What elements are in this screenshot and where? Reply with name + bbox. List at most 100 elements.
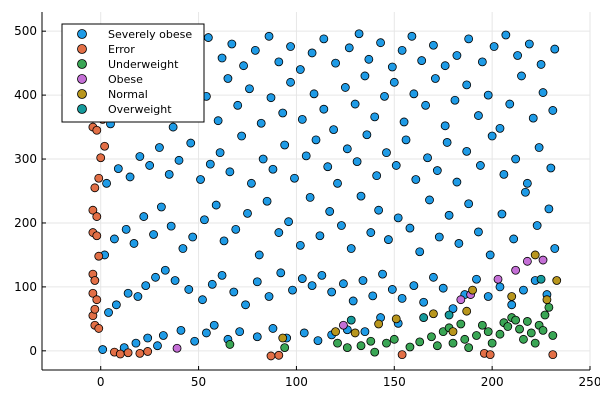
- scatter-point: [143, 347, 153, 356]
- scatter-point: [319, 104, 329, 114]
- scatter-point: [530, 338, 540, 348]
- scatter-point: [297, 274, 307, 283]
- scatter-point: [374, 205, 384, 215]
- scatter-point: [227, 39, 237, 49]
- scatter-point: [368, 291, 378, 301]
- scatter-point: [156, 202, 166, 212]
- scatter-point: [384, 235, 393, 244]
- scatter-point: [252, 277, 262, 287]
- scatter-point: [158, 331, 168, 340]
- scatter-point: [200, 215, 209, 225]
- scatter-point: [534, 143, 544, 152]
- scatter-point: [338, 279, 348, 289]
- scatter-point: [505, 99, 515, 109]
- scatter-point: [133, 292, 143, 301]
- scatter-point: [342, 144, 352, 154]
- scatter-point: [317, 270, 327, 280]
- scatter-point: [288, 285, 297, 295]
- scatter-point: [201, 328, 211, 338]
- scatter-point: [178, 244, 188, 253]
- scatter-point: [92, 295, 102, 305]
- scatter-point: [552, 276, 562, 285]
- scatter-point: [507, 292, 517, 301]
- scatter-point: [123, 288, 133, 298]
- scatter-point: [405, 223, 415, 233]
- scatter-point: [346, 315, 356, 325]
- scatter-point: [475, 161, 485, 170]
- scatter-point: [333, 178, 342, 188]
- scatter-point: [331, 58, 340, 68]
- scatter-point: [362, 130, 372, 140]
- legend-marker: [77, 74, 87, 84]
- scatter-point: [501, 30, 511, 40]
- scatter-point: [274, 228, 284, 237]
- x-tick-label: 0: [97, 375, 105, 389]
- scatter-point: [358, 276, 368, 285]
- scatter-point: [515, 324, 524, 334]
- scatter-point: [125, 172, 135, 182]
- scatter-point: [262, 196, 272, 206]
- scatter-point: [432, 341, 442, 351]
- scatter-point: [507, 300, 517, 310]
- scatter-point: [405, 342, 415, 352]
- scatter-point: [419, 313, 429, 322]
- scatter-point: [258, 154, 268, 164]
- scatter-point: [391, 314, 401, 324]
- scatter-point: [239, 61, 248, 71]
- scatter-point: [548, 350, 558, 360]
- scatter-point: [456, 319, 466, 329]
- scatter-point: [172, 343, 182, 353]
- scatter-point: [135, 348, 145, 358]
- scatter-point: [149, 230, 158, 239]
- scatter-point: [429, 309, 438, 319]
- scatter-point: [342, 343, 352, 353]
- scatter-point: [96, 153, 106, 163]
- scatter-point: [442, 138, 452, 147]
- scatter-point: [160, 265, 170, 275]
- scatter-point: [366, 336, 376, 346]
- scatter-point: [219, 236, 229, 246]
- legend-marker: [77, 44, 87, 54]
- scatter-point: [113, 164, 123, 174]
- scatter-point: [207, 279, 217, 289]
- scatter-point: [462, 146, 472, 156]
- scatter-point: [98, 345, 108, 354]
- scatter-point: [370, 347, 380, 357]
- scatter-point: [415, 337, 425, 347]
- scatter-point: [434, 232, 444, 242]
- scatter-point: [237, 131, 247, 141]
- scatter-point: [493, 274, 503, 284]
- scatter-point: [450, 95, 460, 105]
- scatter-point: [186, 138, 196, 148]
- scatter-point: [489, 42, 499, 51]
- legend-label: Error: [108, 43, 135, 56]
- scatter-point: [225, 340, 235, 349]
- scatter-point: [499, 169, 509, 179]
- scatter-point: [519, 285, 528, 295]
- scatter-point: [477, 320, 487, 330]
- scatter-point: [366, 228, 376, 237]
- scatter-point: [145, 161, 155, 170]
- scatter-point: [135, 152, 145, 161]
- scatter-point: [250, 45, 260, 55]
- scatter-point: [286, 77, 295, 87]
- scatter-point: [503, 322, 513, 331]
- scatter-point: [546, 163, 556, 173]
- scatter-point: [411, 175, 421, 184]
- scatter-point: [415, 247, 425, 257]
- scatter-point: [337, 221, 346, 230]
- scatter-point: [360, 327, 370, 337]
- scatter-point: [407, 31, 417, 41]
- scatter-point: [243, 208, 252, 218]
- legend-label: Obese: [108, 73, 143, 86]
- scatter-point: [538, 325, 548, 335]
- scatter-point: [544, 302, 554, 312]
- scatter-point: [495, 123, 505, 133]
- scatter-point: [297, 115, 307, 124]
- scatter-point: [356, 341, 366, 351]
- scatter-point: [370, 112, 380, 122]
- scatter-point: [474, 111, 483, 120]
- scatter-point: [509, 234, 519, 244]
- scatter-point: [143, 333, 153, 343]
- scatter-point: [432, 166, 442, 175]
